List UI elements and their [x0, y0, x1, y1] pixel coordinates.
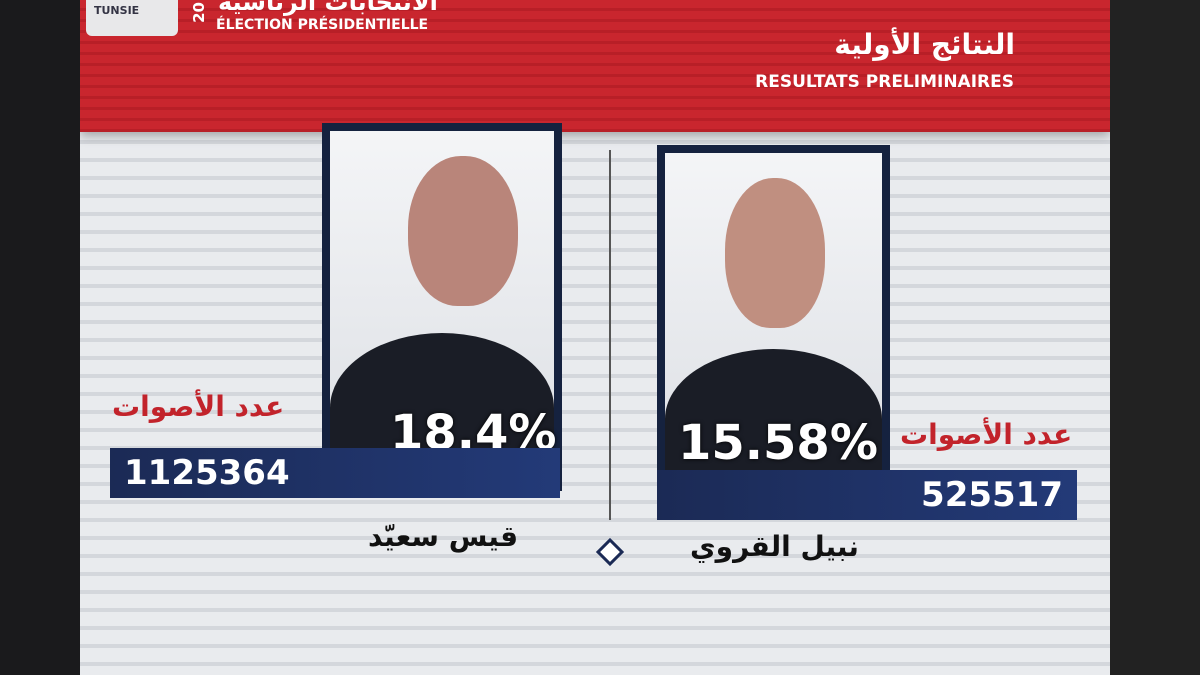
votes-label-karoui: عدد الأصوات	[900, 418, 1073, 451]
results-title-french: RESULTATS PRELIMINAIRES	[755, 72, 1014, 92]
votes-karoui: 525517	[657, 470, 1077, 520]
divider	[609, 150, 611, 520]
isie-logo: TUNSIE	[86, 0, 178, 36]
results-screen: TUNSIE 20 الانتخابات الرئاسية ÉLECTION P…	[80, 0, 1110, 675]
head	[725, 178, 825, 328]
votes-saied: 1125364	[110, 448, 560, 498]
diamond-icon	[595, 537, 625, 567]
header-banner: TUNSIE 20 الانتخابات الرئاسية ÉLECTION P…	[80, 0, 1110, 132]
head	[408, 156, 518, 306]
votes-label-saied: عدد الأصوات	[112, 390, 285, 423]
title-arabic: الانتخابات الرئاسية	[218, 0, 438, 16]
year: 20	[190, 2, 208, 23]
screen-bezel	[1110, 0, 1200, 675]
candidate-photo-karoui	[657, 145, 890, 497]
name-saied: قيس سعيّد	[368, 520, 519, 553]
results-title-arabic: النتائج الأولية	[834, 28, 1015, 61]
percent-karoui: 15.58%	[678, 415, 878, 471]
title-french: ÉLECTION PRÉSIDENTIELLE	[216, 17, 429, 33]
suit	[665, 349, 882, 489]
name-karoui: نبيل القروي	[690, 530, 859, 563]
